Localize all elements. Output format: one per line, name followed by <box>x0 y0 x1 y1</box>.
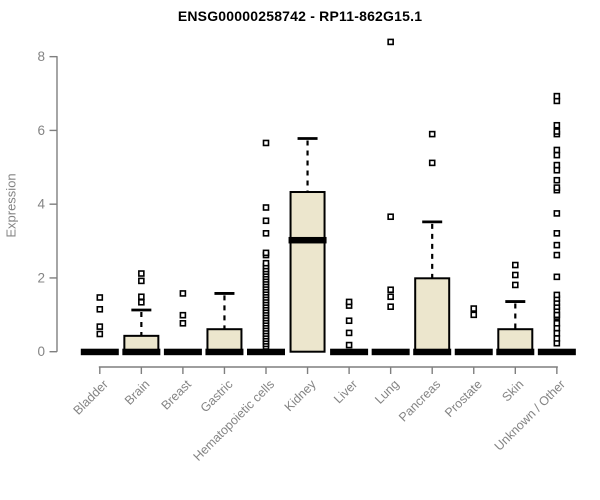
collapsed-box <box>163 348 202 356</box>
median-line <box>205 348 244 356</box>
collapsed-box <box>454 348 493 356</box>
y-tick-label: 4 <box>37 197 45 212</box>
x-tick-label: Pancreas <box>396 377 443 424</box>
collapsed-box <box>371 348 410 356</box>
collapsed-box <box>247 348 285 356</box>
x-tick-label: Liver <box>331 377 360 406</box>
outlier-point <box>387 213 394 221</box>
outlier-point <box>179 290 187 297</box>
outlier-point <box>345 298 353 306</box>
outlier-point <box>96 323 104 330</box>
y-tick-label: 0 <box>37 344 45 359</box>
collapsed-box <box>330 348 369 356</box>
y-tick-label: 6 <box>37 123 45 138</box>
outlier-point <box>553 166 561 174</box>
x-tick-label: Prostate <box>442 377 485 420</box>
outlier-point <box>553 121 561 129</box>
x-tick-label: Skin <box>499 377 526 404</box>
outlier-point <box>553 92 561 100</box>
outlier-point <box>511 281 519 289</box>
box <box>497 328 534 353</box>
outlier-point <box>553 161 561 169</box>
outlier-point <box>553 335 561 342</box>
outlier-point <box>553 320 561 327</box>
outlier-point <box>553 251 561 259</box>
box <box>206 328 243 353</box>
outlier-point <box>553 176 561 184</box>
outlier-point <box>345 341 353 349</box>
outlier-point <box>428 159 436 167</box>
x-tick-label: Bladder <box>71 377 111 417</box>
outlier-point <box>262 139 270 147</box>
outlier-point <box>553 210 561 217</box>
box <box>289 191 326 353</box>
x-tick-label: Hematopoietic cells <box>191 377 278 464</box>
outlier-point <box>262 259 270 267</box>
outlier-point <box>138 270 145 277</box>
outlier-point <box>387 293 394 301</box>
median-line <box>413 348 452 356</box>
median-line <box>496 348 535 356</box>
outlier-point <box>138 293 145 301</box>
x-tick-label: Kidney <box>282 377 319 414</box>
x-tick-label: Unknown / Other <box>492 377 568 453</box>
outlier-point <box>387 286 394 294</box>
outlier-point <box>262 230 270 237</box>
outlier-point <box>96 294 104 301</box>
outlier-point <box>470 311 478 319</box>
outlier-point <box>553 329 561 337</box>
outlier-point <box>138 298 145 306</box>
y-tick-label: 8 <box>37 49 45 64</box>
outlier-point <box>553 151 561 159</box>
outlier-point <box>470 305 478 312</box>
x-tick-label: Lung <box>372 377 402 407</box>
outlier-point <box>553 146 561 154</box>
median-line <box>288 236 327 244</box>
outlier-point <box>553 241 561 249</box>
outlier-point <box>262 249 270 257</box>
outlier-point <box>511 261 519 269</box>
collapsed-box <box>80 348 119 356</box>
outlier-point <box>179 311 187 319</box>
outlier-point <box>345 317 353 325</box>
outlier-point <box>553 184 561 191</box>
outlier-point <box>96 330 104 338</box>
outlier-point <box>387 38 394 46</box>
outlier-point <box>262 204 270 211</box>
x-tick-label: Brain <box>122 377 153 408</box>
outlier-point <box>96 305 104 313</box>
x-tick-label: Breast <box>159 377 195 413</box>
outlier-point <box>179 320 187 327</box>
outlier-point <box>553 128 561 135</box>
outlier-point <box>511 271 519 279</box>
outlier-point <box>387 303 394 311</box>
outlier-point <box>428 130 436 138</box>
outlier-point <box>345 329 353 337</box>
outlier-point <box>553 230 561 237</box>
box <box>414 277 451 353</box>
outlier-point <box>553 291 561 299</box>
outlier-point <box>262 217 270 225</box>
median-line <box>122 348 161 356</box>
chart-title: ENSG00000258742 - RP11-862G15.1 <box>177 8 423 24</box>
collapsed-box <box>537 348 576 356</box>
outlier-point <box>138 277 145 285</box>
x-tick-label: Gastric <box>198 377 236 415</box>
outlier-point <box>553 273 561 281</box>
y-tick-label: 2 <box>37 270 45 285</box>
